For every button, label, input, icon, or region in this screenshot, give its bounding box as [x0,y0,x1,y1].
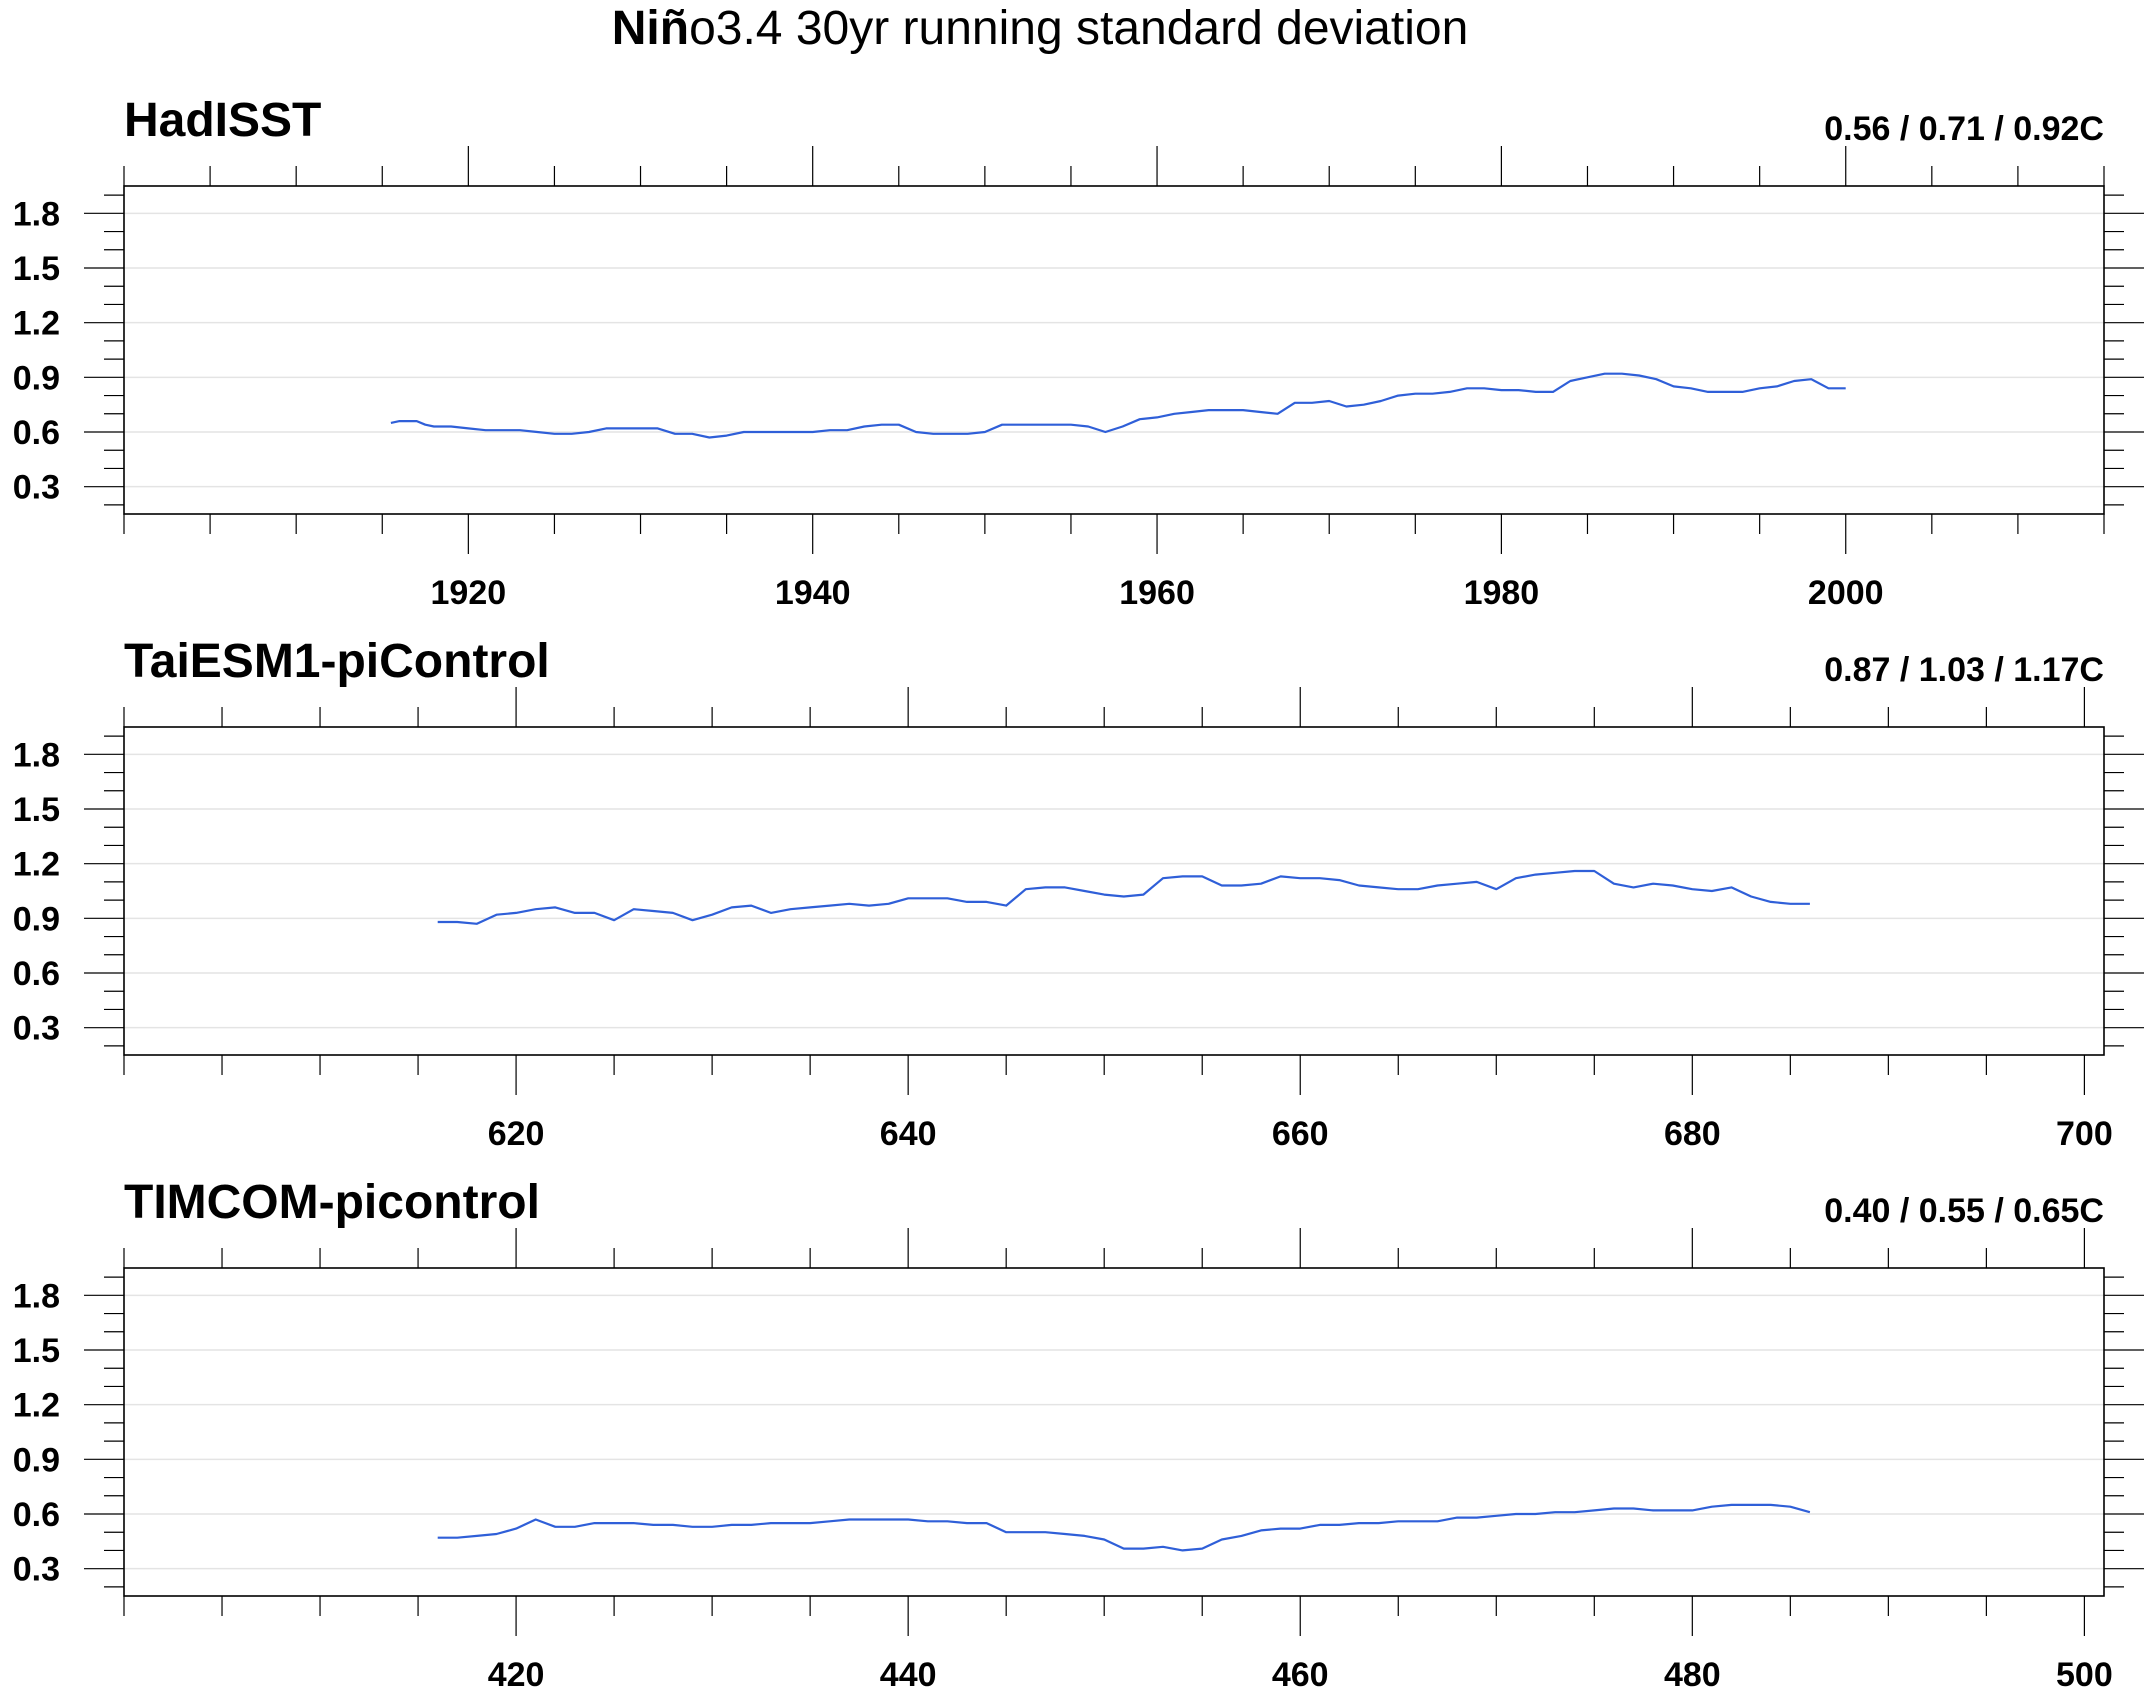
y-tick-label: 0.6 [13,414,60,452]
x-tick-label: 480 [1664,1656,1721,1694]
panel-title: TIMCOM-picontrol [124,1176,540,1229]
y-tick-label: 0.6 [13,955,60,993]
figure-title: Niño3.4 30yr running standard deviation [612,2,1469,55]
plot-frame [123,1267,2105,1597]
y-tick-label: 0.9 [13,1441,60,1479]
x-tick-label: 700 [2056,1115,2113,1153]
chart-panel-3: TIMCOM-picontrol 0.40 / 0.55 / 0.65C 0.3 0.… [13,1176,2144,1694]
y-tick-label: 0.9 [13,359,60,397]
panel-stats: 0.40 / 0.55 / 0.65C [1824,1192,2104,1230]
x-tick-label: 620 [488,1115,545,1153]
panel-title: HadISST [124,94,321,147]
x-tick-label: 500 [2056,1656,2113,1694]
chart-panel-1: HadISST 0.56 / 0.71 / 0.92C 0.3 0.6 0.9 1.2 1.… [13,94,2144,612]
x-tick-label: 2000 [1808,574,1884,612]
y-tick-label: 1.8 [13,195,60,233]
figure-title-rest: o3.4 30yr running standard deviation [689,2,1468,55]
chart-panels: HadISST 0.56 / 0.71 / 0.92C 0.3 0.6 0.9 1.2 1.… [13,94,2144,1694]
plot-frame [123,185,2105,515]
y-tick-label: 1.2 [13,1387,60,1425]
plot-frame [123,726,2105,1056]
x-tick-label: 1940 [775,574,851,612]
y-tick-label: 1.5 [13,1332,60,1370]
x-tick-label: 1960 [1119,574,1195,612]
figure-title-bold: Niñ [612,2,689,55]
x-tick-label: 660 [1272,1115,1329,1153]
chart-panel-2: TaiESM1-piControl 0.87 / 1.03 / 1.17C 0.3 0… [13,635,2144,1153]
y-tick-label: 0.3 [13,1551,60,1589]
panel-stats: 0.87 / 1.03 / 1.17C [1824,651,2104,689]
y-tick-label: 0.9 [13,900,60,938]
y-tick-label: 1.2 [13,846,60,884]
y-tick-label: 0.3 [13,469,60,507]
y-tick-label: 1.8 [13,1277,60,1315]
x-tick-label: 1920 [431,574,507,612]
y-tick-label: 1.2 [13,305,60,343]
x-tick-label: 1980 [1464,574,1540,612]
y-tick-label: 1.5 [13,791,60,829]
x-tick-label: 640 [880,1115,937,1153]
panel-title: TaiESM1-piControl [124,635,550,688]
x-tick-label: 680 [1664,1115,1721,1153]
y-tick-label: 1.5 [13,250,60,288]
x-tick-label: 440 [880,1656,937,1694]
panel-stats: 0.56 / 0.71 / 0.92C [1824,110,2104,148]
x-tick-label: 420 [488,1656,545,1694]
series-line [390,372,1846,439]
y-tick-label: 0.6 [13,1496,60,1534]
y-tick-label: 1.8 [13,736,60,774]
series-line [437,869,1810,925]
x-tick-label: 460 [1272,1656,1329,1694]
y-tick-label: 0.3 [13,1010,60,1048]
series-line [437,1503,1811,1552]
